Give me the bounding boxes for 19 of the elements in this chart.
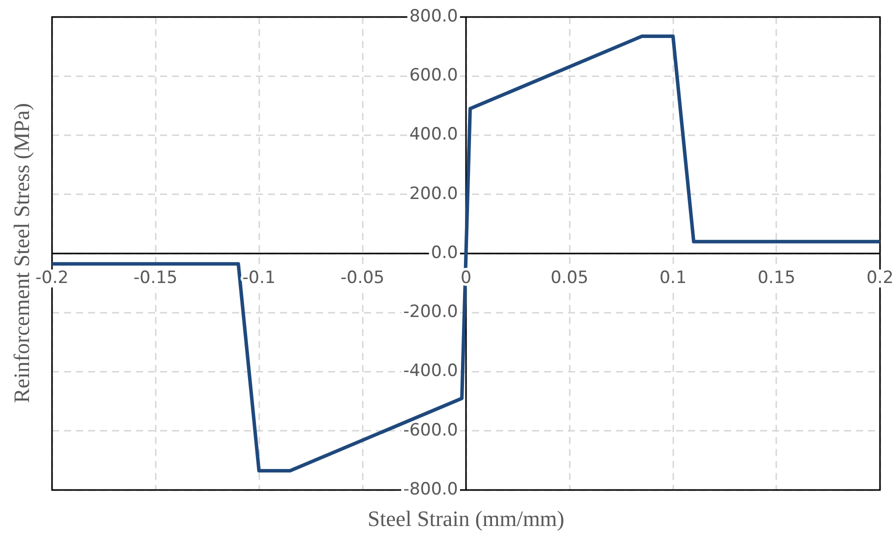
x-tick-label: 0.15 — [758, 268, 796, 288]
x-tick-label: 0.05 — [550, 268, 588, 288]
x-tick-label: -0.1 — [242, 268, 276, 288]
y-tick-label: -800.0 — [403, 479, 458, 500]
y-tick-label: -600.0 — [403, 420, 458, 440]
y-tick-label: 0.0 — [430, 242, 458, 263]
x-tick-label: 0.2 — [866, 268, 894, 288]
y-tick-label: 800.0 — [409, 6, 458, 26]
x-tick-label: 0.1 — [659, 268, 687, 288]
y-axis-title: Reinforcement Steel Stress (MPa) — [9, 103, 35, 403]
y-tick-label: 200.0 — [409, 184, 458, 204]
x-axis-title: Steel Strain (mm/mm) — [366, 506, 566, 532]
x-tick-label: -0.05 — [340, 268, 384, 288]
y-tick-label: 400.0 — [409, 124, 458, 145]
y-tick-label: -200.0 — [403, 302, 458, 322]
y-tick-label: 600.0 — [409, 66, 458, 86]
x-tick-label: -0.15 — [134, 268, 178, 288]
y-tick-label: -400.0 — [403, 361, 458, 382]
x-tick-label: -0.2 — [35, 268, 69, 288]
